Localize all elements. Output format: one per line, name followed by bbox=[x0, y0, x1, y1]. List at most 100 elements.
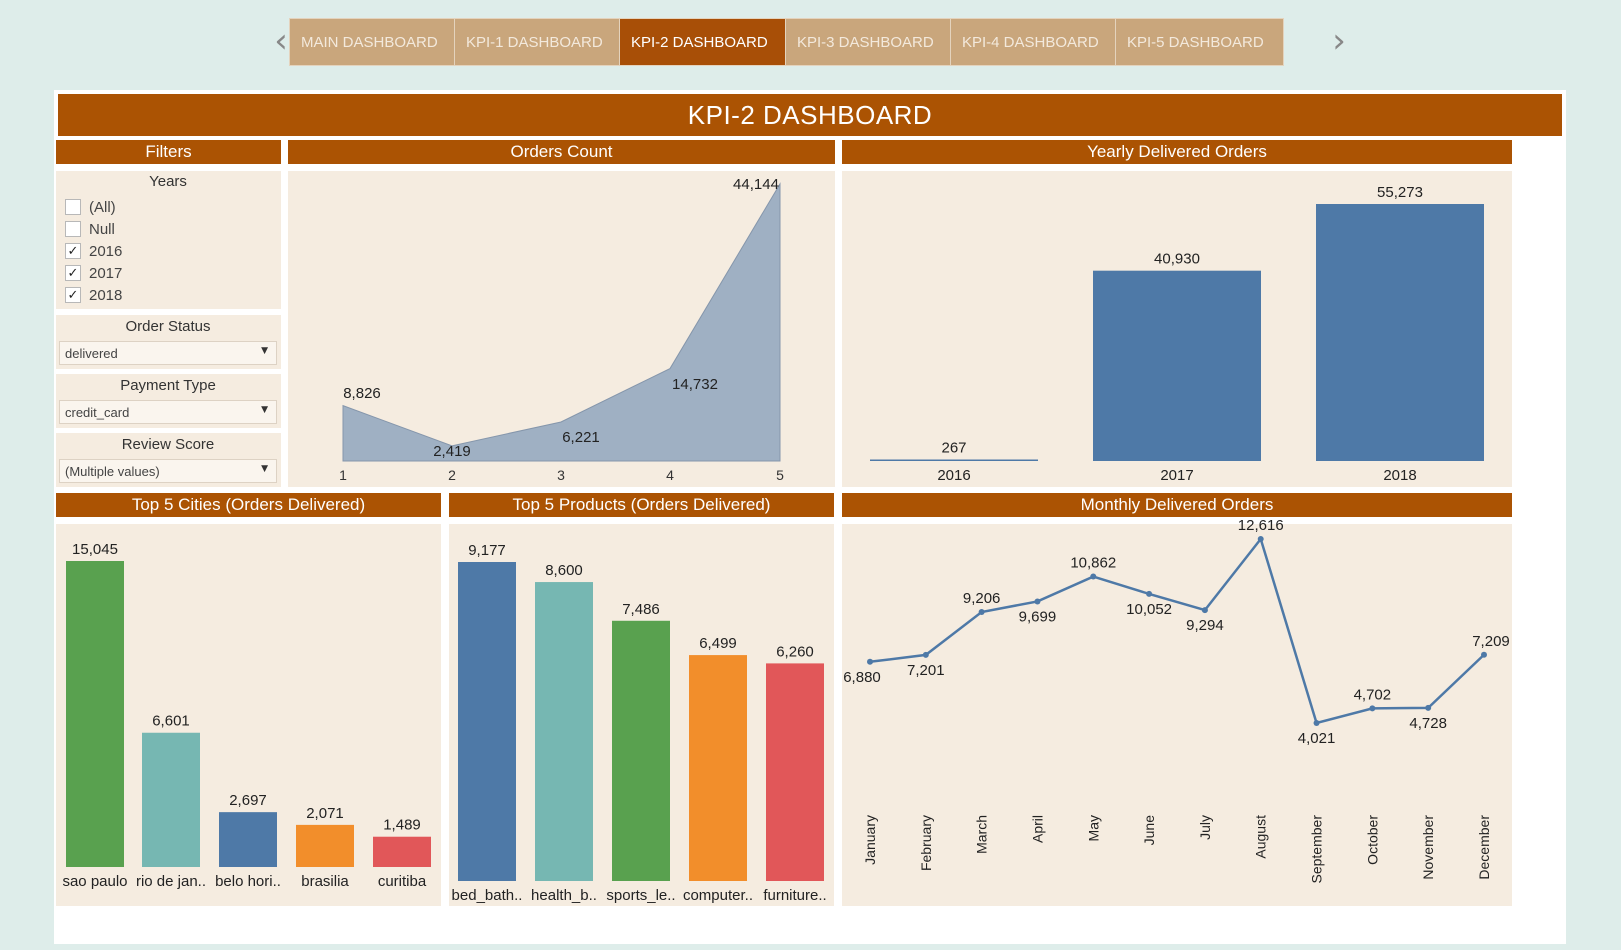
data-point bbox=[1481, 651, 1487, 658]
x-tick-label: December bbox=[1476, 815, 1492, 880]
years-filter-panel bbox=[56, 171, 281, 309]
data-label: 9,206 bbox=[963, 590, 1001, 607]
data-point bbox=[978, 609, 985, 616]
review-score-dropdown[interactable]: (Multiple values) ▼ bbox=[59, 459, 277, 483]
bar bbox=[373, 836, 431, 867]
data-point bbox=[1146, 590, 1153, 597]
data-label: 9,699 bbox=[1019, 608, 1057, 625]
bar bbox=[535, 582, 593, 881]
data-label: 4,021 bbox=[1298, 730, 1336, 747]
chevron-right-icon[interactable]: › bbox=[1332, 21, 1346, 61]
bar bbox=[458, 562, 516, 881]
tab-kpi-5-dashboard[interactable]: KPI-5 DASHBOARD bbox=[1115, 18, 1284, 66]
year-option-label: 2018 bbox=[89, 286, 123, 304]
bar bbox=[870, 459, 1038, 461]
payment-type-value: credit_card bbox=[65, 404, 130, 420]
data-label: 12,616 bbox=[1238, 517, 1284, 534]
x-tick-label: health_b.. bbox=[531, 887, 597, 904]
data-label: 2,697 bbox=[229, 792, 267, 809]
x-tick-label: belo hori.. bbox=[215, 873, 281, 890]
filters-header: Filters bbox=[56, 140, 281, 164]
year-option-null[interactable]: Null bbox=[65, 219, 115, 239]
data-label: 6,221 bbox=[562, 429, 600, 446]
data-label: 6,499 bbox=[699, 635, 737, 652]
x-tick-label: sports_le.. bbox=[606, 887, 675, 904]
yearly-delivered-header: Yearly Delivered Orders bbox=[842, 140, 1512, 164]
chevron-left-icon[interactable]: ‹ bbox=[274, 21, 288, 61]
x-tick-label: 2017 bbox=[1160, 467, 1193, 484]
review-score-value: (Multiple values) bbox=[65, 463, 160, 479]
bar bbox=[296, 824, 354, 867]
monthly-delivered-header: Monthly Delivered Orders bbox=[842, 493, 1512, 517]
payment-type-dropdown[interactable]: credit_card ▼ bbox=[59, 400, 277, 424]
data-label: 6,880 bbox=[843, 669, 881, 686]
year-option-label: 2017 bbox=[89, 264, 123, 282]
order-status-dropdown[interactable]: delivered ▼ bbox=[59, 341, 277, 365]
x-tick-label: August bbox=[1253, 815, 1269, 859]
payment-type-label: Payment Type bbox=[120, 377, 216, 394]
year-option-2017[interactable]: ✓ 2017 bbox=[65, 263, 122, 283]
checkbox-icon[interactable] bbox=[65, 199, 81, 215]
dashboard-title: KPI-2 DASHBOARD bbox=[58, 94, 1562, 136]
x-tick-label: 1 bbox=[339, 467, 347, 483]
years-filter-label: Years bbox=[149, 173, 187, 190]
data-label: 10,862 bbox=[1070, 555, 1116, 572]
data-label: 7,486 bbox=[622, 601, 660, 618]
tab-kpi-2-dashboard[interactable]: KPI-2 DASHBOARD bbox=[619, 18, 788, 66]
data-point bbox=[1369, 705, 1376, 712]
orders-count-area bbox=[342, 182, 781, 462]
year-option-2016[interactable]: ✓ 2016 bbox=[65, 241, 122, 261]
chevron-down-icon[interactable]: ▼ bbox=[261, 405, 268, 415]
chevron-down-icon[interactable]: ▼ bbox=[261, 346, 268, 356]
checkbox-icon[interactable] bbox=[65, 221, 81, 237]
series-line bbox=[869, 536, 1485, 725]
data-label: 55,273 bbox=[1377, 184, 1423, 201]
x-tick-label: April bbox=[1029, 815, 1045, 843]
data-label: 9,294 bbox=[1186, 617, 1224, 634]
data-label: 4,702 bbox=[1354, 686, 1392, 703]
x-tick-label: 2 bbox=[448, 467, 456, 483]
tab-kpi-4-dashboard[interactable]: KPI-4 DASHBOARD bbox=[950, 18, 1119, 66]
data-label: 6,260 bbox=[776, 643, 814, 660]
checkbox-icon[interactable]: ✓ bbox=[65, 243, 81, 259]
bar bbox=[66, 561, 124, 867]
data-label: 2,419 bbox=[433, 443, 471, 460]
x-tick-label: curitiba bbox=[378, 873, 427, 890]
x-tick-label: furniture.. bbox=[763, 887, 826, 904]
x-tick-label: January bbox=[862, 815, 878, 865]
x-tick-label: September bbox=[1309, 815, 1325, 884]
data-label: 4,728 bbox=[1409, 715, 1447, 732]
data-label: 267 bbox=[941, 440, 966, 457]
checkbox-icon[interactable]: ✓ bbox=[65, 265, 81, 281]
top-products-header: Top 5 Products (Orders Delivered) bbox=[449, 493, 834, 517]
year-option-all[interactable]: (All) bbox=[65, 197, 116, 217]
x-tick-label: 3 bbox=[557, 467, 565, 483]
bar bbox=[1093, 270, 1261, 461]
data-point bbox=[867, 658, 873, 665]
x-tick-label: computer.. bbox=[683, 887, 753, 904]
data-label: 10,052 bbox=[1126, 601, 1172, 618]
data-point bbox=[1034, 598, 1041, 605]
checkbox-icon[interactable]: ✓ bbox=[65, 287, 81, 303]
data-label: 44,144 bbox=[733, 176, 779, 193]
tab-kpi-3-dashboard[interactable]: KPI-3 DASHBOARD bbox=[785, 18, 954, 66]
review-score-label: Review Score bbox=[121, 436, 215, 453]
monthly-delivered-panel bbox=[842, 524, 1512, 906]
data-label: 14,732 bbox=[672, 376, 718, 393]
top-cities-header: Top 5 Cities (Orders Delivered) bbox=[56, 493, 441, 517]
data-point bbox=[1257, 536, 1264, 542]
year-option-2018[interactable]: ✓ 2018 bbox=[65, 285, 122, 305]
chevron-down-icon[interactable]: ▼ bbox=[261, 464, 268, 474]
year-option-label: 2016 bbox=[89, 242, 123, 260]
x-tick-label: 4 bbox=[666, 467, 674, 483]
x-tick-label: 5 bbox=[776, 467, 784, 483]
x-tick-label: 2016 bbox=[937, 467, 970, 484]
data-label: 7,201 bbox=[907, 662, 945, 679]
x-tick-label: May bbox=[1085, 815, 1101, 841]
data-point bbox=[922, 651, 929, 658]
bar bbox=[689, 655, 747, 881]
data-label: 1,489 bbox=[383, 817, 421, 834]
x-tick-label: sao paulo bbox=[62, 873, 127, 890]
x-tick-label: October bbox=[1364, 815, 1380, 865]
